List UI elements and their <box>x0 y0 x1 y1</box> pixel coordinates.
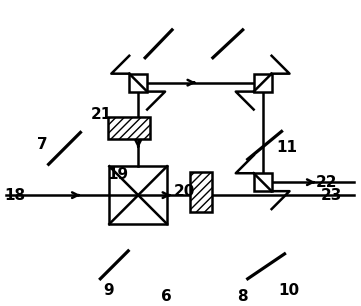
Text: 11: 11 <box>276 140 297 155</box>
Text: 20: 20 <box>173 184 195 199</box>
Bar <box>190 172 212 212</box>
Bar <box>129 74 147 91</box>
Text: 22: 22 <box>316 175 337 190</box>
Bar <box>254 173 271 191</box>
Text: 21: 21 <box>91 107 112 122</box>
Text: 10: 10 <box>278 283 299 298</box>
Text: 19: 19 <box>108 167 129 182</box>
Bar <box>108 118 150 140</box>
Bar <box>109 166 167 224</box>
Text: 7: 7 <box>37 137 48 152</box>
Bar <box>254 74 271 91</box>
Text: 23: 23 <box>321 188 342 203</box>
Text: 8: 8 <box>238 289 248 304</box>
Text: 6: 6 <box>161 289 171 304</box>
Text: 9: 9 <box>103 283 114 298</box>
Text: 18: 18 <box>4 188 25 203</box>
